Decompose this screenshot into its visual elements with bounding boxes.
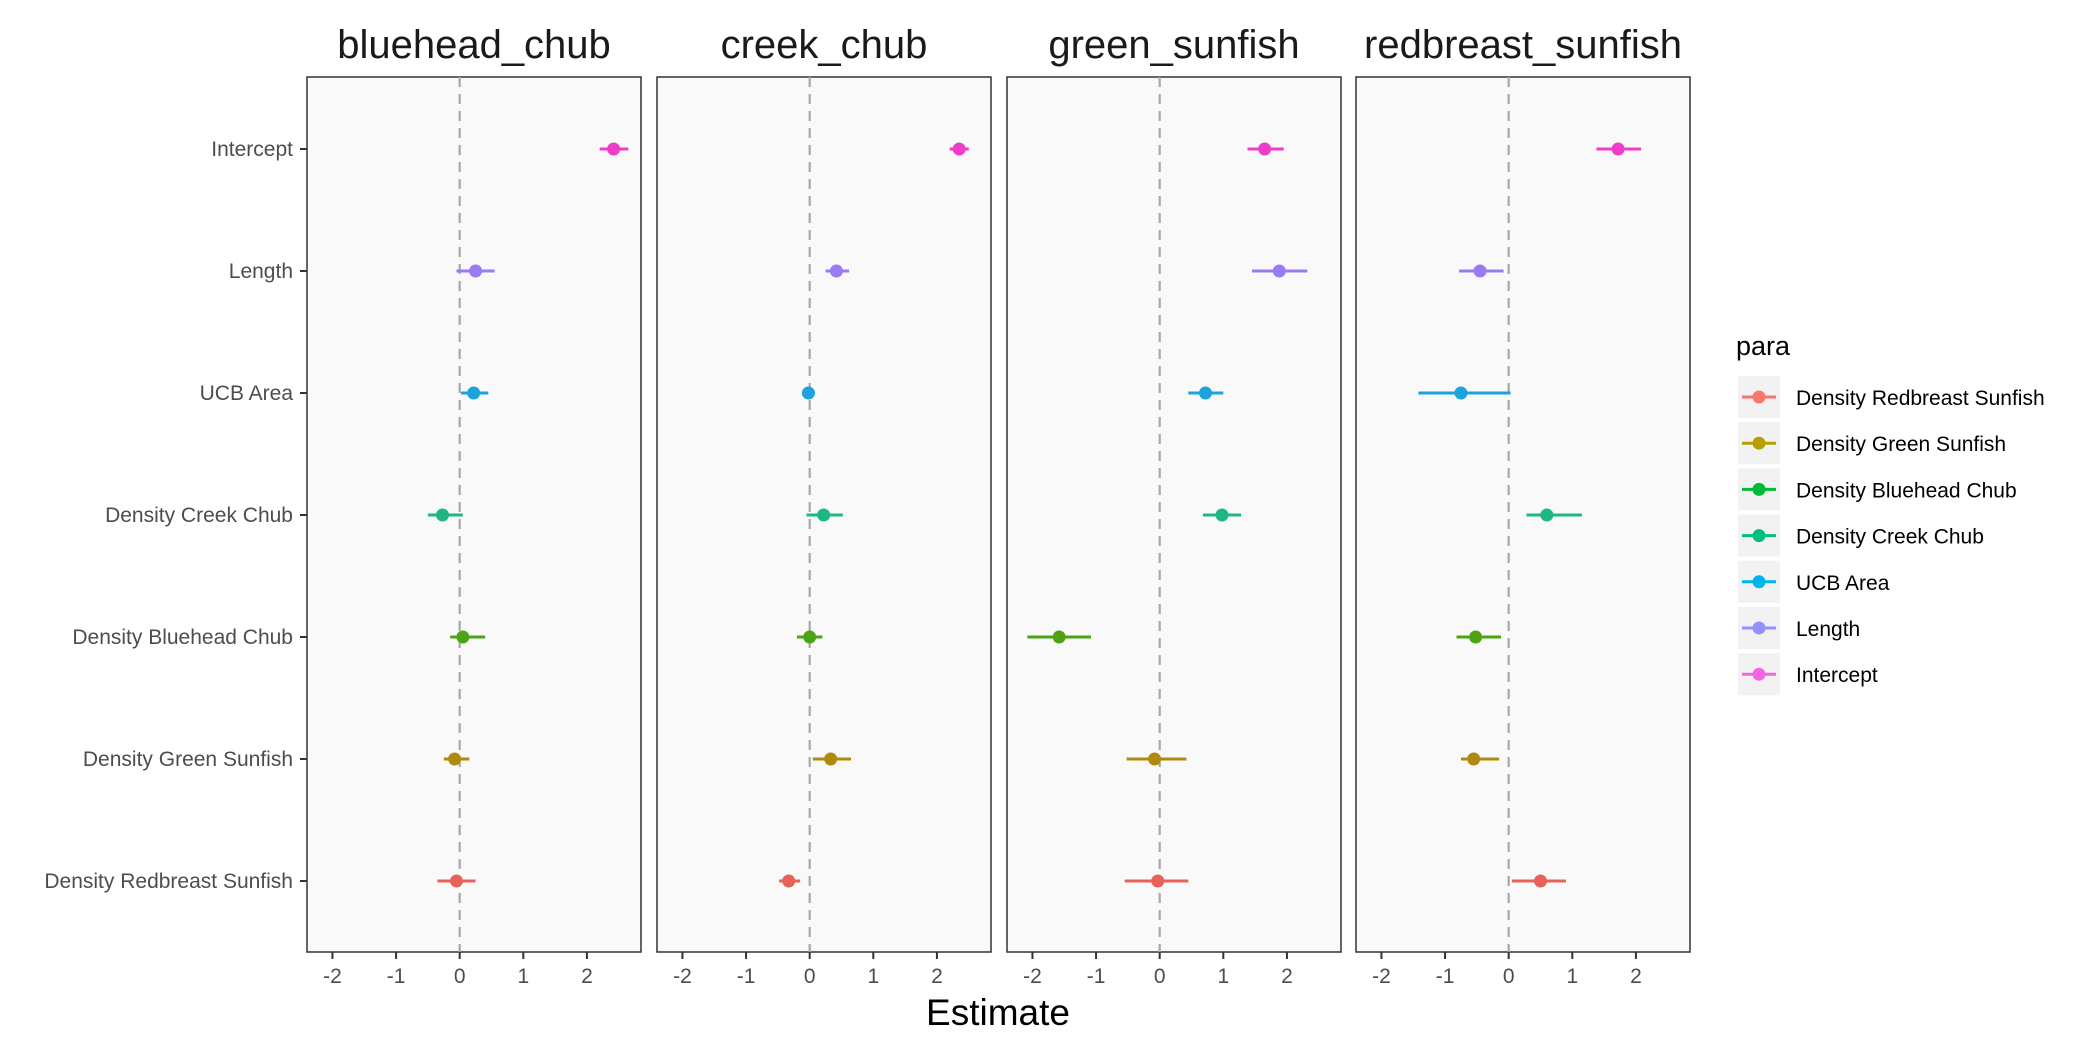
estimate-point xyxy=(817,508,831,522)
y-tick-label: Density Green Sunfish xyxy=(83,748,293,771)
estimate-point xyxy=(469,264,483,278)
x-tick-label: -1 xyxy=(1087,965,1106,988)
facet-panel-green_sunfish: green_sunfish -2 -1 0 1 2 xyxy=(1006,23,1342,988)
estimate-point xyxy=(801,386,815,400)
legend-label: Density Bluehead Chub xyxy=(1796,479,2017,502)
estimate-point xyxy=(1473,264,1487,278)
legend-key xyxy=(1738,560,1780,603)
x-axis-title: Estimate xyxy=(926,992,1070,1033)
x-tick-label: -2 xyxy=(1372,965,1391,988)
estimate-point xyxy=(1272,264,1286,278)
legend-key xyxy=(1738,607,1780,649)
y-tick-label: Intercept xyxy=(211,138,293,161)
x-tick-label: 0 xyxy=(454,965,466,988)
legend-label: Density Creek Chub xyxy=(1796,526,1984,549)
x-tick-label: 2 xyxy=(1281,965,1293,988)
x-tick-label: 2 xyxy=(931,965,943,988)
legend-key xyxy=(1738,514,1780,557)
estimate-point xyxy=(1198,386,1212,400)
x-tick-label: -2 xyxy=(673,965,692,988)
x-tick-label: 0 xyxy=(1503,965,1515,988)
estimate-point xyxy=(824,752,838,766)
x-tick-label: -2 xyxy=(1023,965,1042,988)
legend-label: UCB Area xyxy=(1796,572,1890,595)
estimate-point xyxy=(456,630,470,644)
legend: para Density Redbreast Sunfish Density Gre… xyxy=(1736,331,2045,696)
facet-title: creek_chub xyxy=(721,23,928,67)
y-tick-label: UCB Area xyxy=(200,382,294,405)
x-tick-label: 1 xyxy=(1217,965,1229,988)
y-tick-label: Density Redbreast Sunfish xyxy=(44,870,293,893)
x-tick-label: 1 xyxy=(1566,965,1578,988)
facet-panel-creek_chub: creek_chub -2 -1 0 1 2 xyxy=(656,23,992,988)
estimate-point xyxy=(467,386,481,400)
estimate-point xyxy=(1215,508,1229,522)
panel-background xyxy=(306,76,642,953)
legend-title: para xyxy=(1736,331,1791,361)
legend-key xyxy=(1738,653,1780,696)
legend-key xyxy=(1738,376,1780,418)
x-tick-label: -1 xyxy=(737,965,756,988)
y-tick-label: Length xyxy=(229,260,293,283)
x-tick-label: -1 xyxy=(387,965,406,988)
facet-title: redbreast_sunfish xyxy=(1364,23,1682,67)
estimate-point xyxy=(1148,752,1162,766)
panel-background xyxy=(1006,76,1342,953)
estimate-point xyxy=(1611,142,1625,156)
x-tick-label: 1 xyxy=(517,965,529,988)
estimate-point xyxy=(1454,386,1468,400)
estimate-point xyxy=(450,874,464,888)
legend-label: Intercept xyxy=(1796,664,1878,687)
facet-panel-redbreast_sunfish: redbreast_sunfish -2 -1 0 1 2 xyxy=(1355,23,1691,988)
estimate-point xyxy=(782,874,796,888)
estimate-point xyxy=(1533,874,1547,888)
estimate-point xyxy=(952,142,966,156)
facet-title: green_sunfish xyxy=(1048,23,1299,67)
x-tick-label: -1 xyxy=(1436,965,1455,988)
estimate-point xyxy=(436,508,450,522)
estimate-point xyxy=(803,630,817,644)
estimate-point xyxy=(829,264,843,278)
facet-panel-bluehead_chub: bluehead_chub -2 -1 0 1 2 xyxy=(306,23,642,988)
estimate-point xyxy=(1469,630,1483,644)
legend-label: Density Redbreast Sunfish xyxy=(1796,387,2045,410)
estimate-point xyxy=(1258,142,1272,156)
y-tick-label: Density Creek Chub xyxy=(105,504,293,527)
estimate-point xyxy=(1467,752,1481,766)
x-tick-label: 2 xyxy=(581,965,593,988)
x-tick-label: -2 xyxy=(323,965,342,988)
estimate-point xyxy=(607,142,621,156)
legend-key xyxy=(1738,422,1780,465)
y-tick-label: Density Bluehead Chub xyxy=(72,626,293,649)
x-tick-label: 1 xyxy=(867,965,879,988)
facet-title: bluehead_chub xyxy=(337,23,611,67)
legend-label: Density Green Sunfish xyxy=(1796,433,2006,456)
estimate-point xyxy=(1151,874,1165,888)
x-tick-label: 0 xyxy=(804,965,816,988)
estimate-point xyxy=(1540,508,1554,522)
x-tick-label: 2 xyxy=(1630,965,1642,988)
estimate-point xyxy=(1052,630,1066,644)
panel-background xyxy=(1355,76,1691,953)
legend-key xyxy=(1738,468,1780,511)
x-tick-label: 0 xyxy=(1154,965,1166,988)
estimate-point xyxy=(448,752,462,766)
legend-label: Length xyxy=(1796,618,1860,641)
